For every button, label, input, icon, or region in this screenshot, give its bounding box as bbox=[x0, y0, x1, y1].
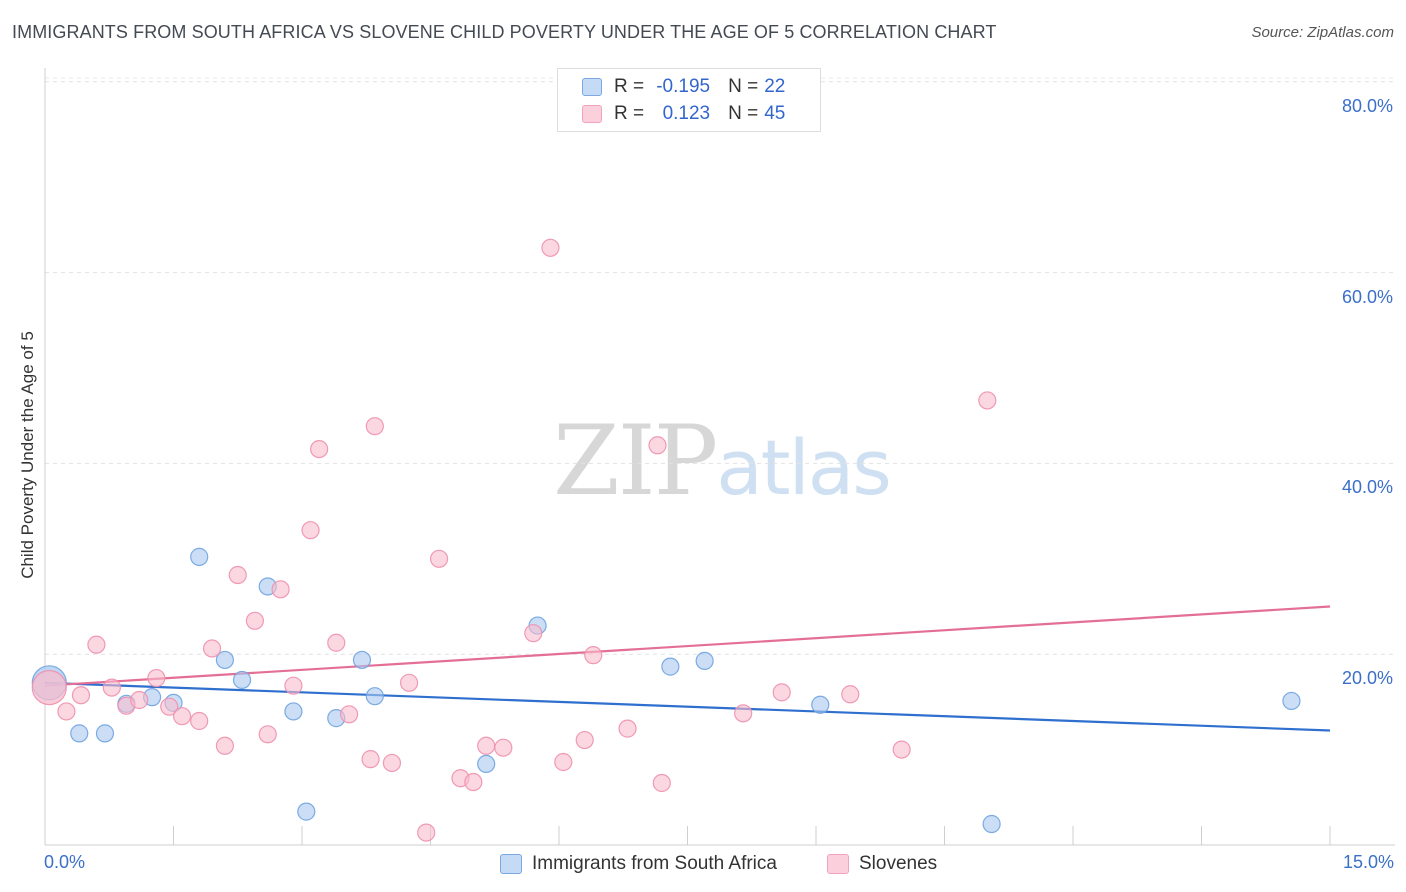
point-south-africa bbox=[982, 814, 1001, 834]
point-slovenes bbox=[172, 707, 192, 726]
point-slovenes bbox=[130, 690, 149, 710]
point-slovenes bbox=[202, 639, 222, 658]
point-south-africa bbox=[811, 695, 830, 714]
point-slovenes bbox=[284, 676, 303, 695]
point-slovenes bbox=[734, 704, 753, 723]
point-slovenes bbox=[361, 750, 380, 769]
source-credit: Source: ZipAtlas.com bbox=[1251, 24, 1394, 41]
n-value: 45 bbox=[764, 103, 786, 124]
point-south-africa bbox=[695, 651, 714, 670]
point-slovenes bbox=[382, 753, 402, 773]
point-south-africa bbox=[95, 724, 115, 743]
legend-swatch-pink bbox=[582, 105, 602, 123]
point-slovenes bbox=[215, 736, 234, 755]
n-label: N = bbox=[728, 76, 759, 97]
point-slovenes bbox=[652, 773, 671, 793]
point-slovenes bbox=[57, 702, 76, 721]
x-tick-label-min: 0.0% bbox=[44, 852, 86, 872]
point-slovenes bbox=[524, 624, 543, 643]
legend-label: Immigrants from South Africa bbox=[532, 853, 777, 874]
point-slovenes bbox=[554, 752, 573, 772]
y-tick-label: 60.0% bbox=[1341, 286, 1393, 307]
point-slovenes bbox=[772, 683, 791, 702]
point-slovenes bbox=[301, 521, 320, 540]
point-south-africa bbox=[477, 754, 496, 774]
point-slovenes bbox=[327, 633, 346, 652]
point-slovenes bbox=[464, 772, 483, 792]
legend-swatch-blue bbox=[582, 78, 602, 96]
y-tick-label: 20.0% bbox=[1341, 668, 1393, 689]
legend-swatch-pink bbox=[827, 854, 849, 874]
chart-title: IMMIGRANTS FROM SOUTH AFRICA VS SLOVENE … bbox=[12, 22, 997, 42]
point-south-africa bbox=[215, 650, 234, 670]
axes bbox=[44, 68, 1395, 846]
r-value: 0.123 bbox=[662, 103, 711, 124]
r-value: -0.195 bbox=[656, 76, 711, 97]
point-south-africa bbox=[297, 802, 316, 821]
gridlines bbox=[45, 77, 1395, 655]
point-south-africa bbox=[365, 687, 384, 706]
correlation-legend: R = -0.195 N = 22 R = 0.123 N = 45 bbox=[557, 68, 821, 132]
x-tick-label-max: 15.0% bbox=[1342, 852, 1394, 872]
point-slovenes bbox=[245, 611, 264, 630]
point-slovenes bbox=[541, 238, 560, 257]
point-slovenes bbox=[648, 436, 667, 455]
point-slovenes bbox=[417, 823, 436, 842]
point-slovenes bbox=[271, 580, 290, 599]
r-label: R = bbox=[614, 76, 645, 97]
point-slovenes bbox=[71, 686, 91, 705]
zipatlas-watermark: ZIPatlas bbox=[553, 405, 892, 517]
point-slovenes bbox=[31, 669, 67, 706]
point-south-africa bbox=[661, 657, 680, 676]
point-slovenes bbox=[494, 738, 513, 757]
point-slovenes bbox=[584, 646, 603, 665]
point-south-africa bbox=[190, 547, 209, 566]
y-tick-label: 40.0% bbox=[1341, 477, 1393, 498]
point-slovenes bbox=[87, 635, 106, 654]
point-slovenes bbox=[340, 705, 359, 724]
trend-line-south-africa bbox=[44, 681, 1331, 732]
trend-lines bbox=[44, 605, 1331, 732]
point-slovenes bbox=[160, 697, 179, 716]
point-slovenes bbox=[575, 730, 594, 750]
legend-row-slovenes: R = 0.123 N = 45 bbox=[582, 100, 785, 128]
point-slovenes bbox=[429, 549, 449, 568]
point-south-africa bbox=[352, 650, 372, 670]
trend-line-slovenes bbox=[44, 605, 1331, 687]
legend-row-south-africa: R = -0.195 N = 22 bbox=[582, 73, 785, 101]
point-slovenes bbox=[841, 685, 860, 704]
legend-swatch-blue bbox=[500, 854, 522, 874]
point-south-africa bbox=[1282, 691, 1301, 711]
point-south-africa bbox=[70, 724, 89, 743]
point-slovenes bbox=[102, 678, 121, 697]
point-slovenes bbox=[477, 736, 496, 755]
point-slovenes bbox=[190, 711, 209, 731]
point-slovenes bbox=[310, 439, 329, 459]
r-label: R = bbox=[614, 103, 645, 124]
legend-item-slovenes: Slovenes bbox=[827, 852, 937, 876]
point-slovenes bbox=[258, 725, 277, 744]
n-value: 22 bbox=[764, 76, 786, 97]
point-slovenes bbox=[147, 668, 166, 688]
data-points bbox=[31, 238, 1301, 842]
legend-label: Slovenes bbox=[859, 853, 938, 874]
point-slovenes bbox=[228, 565, 247, 585]
point-slovenes bbox=[365, 417, 384, 436]
y-tick-label: 80.0% bbox=[1341, 95, 1393, 116]
legend-item-south-africa: Immigrants from South Africa bbox=[500, 852, 777, 876]
point-slovenes bbox=[978, 391, 997, 410]
point-slovenes bbox=[892, 740, 911, 759]
point-south-africa bbox=[284, 702, 303, 721]
n-label: N = bbox=[728, 103, 759, 124]
point-slovenes bbox=[399, 673, 419, 692]
point-south-africa bbox=[232, 670, 252, 690]
point-slovenes bbox=[618, 719, 637, 738]
